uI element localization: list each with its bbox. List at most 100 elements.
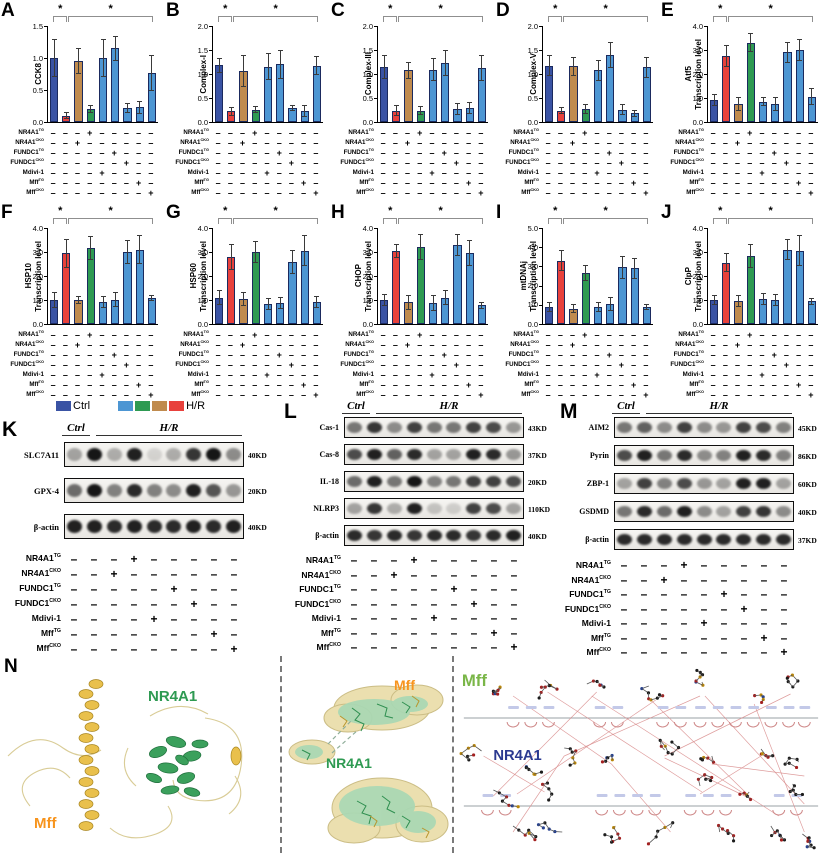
- minus-mark: –: [313, 147, 319, 158]
- condition-row: FUNDC1CKO – – – – – – + – –: [165, 360, 330, 370]
- minus-mark: –: [430, 625, 438, 640]
- minus-mark: –: [136, 137, 142, 148]
- minus-mark: –: [760, 558, 768, 573]
- condition-label: MffCKO: [26, 188, 44, 197]
- error-cap-top: [289, 104, 295, 106]
- minus-mark: –: [720, 572, 728, 587]
- minus-mark: –: [264, 349, 270, 360]
- error-cap-top: [381, 55, 387, 57]
- minus-mark: –: [453, 339, 459, 350]
- condition-marks: – – – – + – – – –: [542, 167, 652, 178]
- minus-mark: –: [430, 640, 438, 655]
- y-tick-mark: [704, 26, 707, 28]
- minus-mark: –: [747, 157, 753, 168]
- error-cap-bottom: [406, 308, 412, 310]
- minus-mark: –: [405, 329, 411, 340]
- error-cap-bottom: [393, 257, 399, 259]
- minus-mark: –: [643, 349, 649, 360]
- protein-band: [205, 520, 221, 533]
- minus-mark: –: [606, 369, 612, 380]
- condition-row: MffTG – – – – – – – + –: [495, 178, 660, 188]
- error-bar: [750, 33, 752, 53]
- minus-mark: –: [759, 329, 765, 340]
- blot-lane: [65, 515, 85, 538]
- condition-label: MffTG: [359, 178, 374, 187]
- minus-mark: –: [453, 329, 459, 340]
- significance-star: *: [603, 3, 608, 15]
- minus-mark: –: [466, 359, 472, 370]
- minus-mark: –: [722, 389, 728, 400]
- bar: [147, 297, 157, 324]
- condition-label: MffTG: [524, 380, 539, 389]
- molecular-weight-label: 40KD: [248, 522, 267, 532]
- y-tick-label: 2.0: [197, 21, 208, 31]
- condition-marks: – – – – – – – + –: [377, 178, 487, 188]
- minus-mark: –: [747, 379, 753, 390]
- significance-bracket: *: [398, 3, 483, 22]
- minus-mark: –: [405, 389, 411, 400]
- condition-row: FUNDC1TG – – – – – + – – –: [660, 350, 825, 360]
- protein-band: [126, 520, 142, 533]
- blot-lane: [753, 502, 773, 521]
- minus-mark: –: [392, 369, 398, 380]
- interaction-line: [512, 755, 565, 833]
- minus-mark: –: [759, 359, 765, 370]
- error-bar: [481, 54, 483, 81]
- y-tick-mark: [374, 74, 377, 76]
- condition-label: FUNDC1TG: [508, 350, 539, 359]
- residue-glyph: [646, 821, 675, 846]
- panel-L: L Ctrl H/R Cas-1 43KD Cas-8 37KD IL-18 20KD NLRP3…: [282, 398, 558, 656]
- minus-mark: –: [643, 127, 649, 138]
- error-cap-bottom: [583, 112, 589, 114]
- minus-mark: –: [370, 553, 378, 568]
- minus-mark: –: [240, 389, 246, 400]
- condition-label: Mdivi-1: [187, 168, 209, 176]
- minus-mark: –: [631, 369, 637, 380]
- condition-marks: – – – – – – – – +: [212, 389, 322, 400]
- minus-mark: –: [606, 137, 612, 148]
- minus-mark: –: [370, 640, 378, 655]
- minus-mark: –: [680, 587, 688, 602]
- error-cap-top: [88, 105, 94, 107]
- minus-mark: –: [313, 349, 319, 360]
- minus-mark: –: [62, 339, 68, 350]
- molecular-weight-label: 43KD: [528, 423, 547, 433]
- protein-band: [446, 476, 462, 487]
- y-tick-label: 1.0: [527, 69, 538, 79]
- residue-tag: [702, 794, 714, 797]
- condition-row: MffTG – – – – – – – + –: [558, 631, 825, 646]
- condition-matrix: NR4A1TG – – – + – – – – – NR4A1CKO – – + – – – – – – FUNDC1T…: [660, 128, 825, 198]
- minus-mark: –: [150, 581, 158, 596]
- condition-row: MffTG – – – – – – – + –: [0, 178, 165, 188]
- hydrophobic-arc: [610, 721, 624, 728]
- error-cap-top: [302, 105, 308, 107]
- error-bar: [218, 58, 220, 73]
- minus-mark: –: [62, 177, 68, 188]
- blot-box: [64, 478, 244, 503]
- minus-mark: –: [252, 187, 258, 198]
- blot-row-label: Pyrin: [589, 450, 609, 460]
- condition-label: NR4A1TG: [348, 128, 374, 137]
- plus-mark: +: [230, 641, 238, 656]
- minus-mark: –: [557, 167, 563, 178]
- hydrophobic-arc: [542, 721, 555, 728]
- minus-mark: –: [136, 329, 142, 340]
- minus-mark: –: [740, 630, 748, 645]
- error-cap-top: [241, 291, 247, 293]
- error-bar: [811, 88, 813, 106]
- significance-bracket: *: [713, 3, 728, 22]
- blot-lane: [483, 499, 503, 518]
- minus-mark: –: [631, 389, 637, 400]
- y-tick-label: 3.0: [692, 247, 703, 257]
- interaction-line: [483, 755, 545, 793]
- y-tick-mark: [704, 98, 707, 100]
- condition-label: FUNDC1TG: [299, 584, 341, 594]
- condition-row: MffCKO – – – – – – – – +: [165, 390, 330, 400]
- error-cap-top: [797, 39, 803, 41]
- hydrophobic-arc: [524, 721, 538, 728]
- condition-marks: – – – – – + – – –: [212, 147, 322, 158]
- condition-row: FUNDC1CKO – – – – – – + – –: [660, 360, 825, 370]
- error-cap-top: [228, 106, 234, 108]
- residue-glyph: [783, 756, 799, 770]
- nr4a1-label: NR4A1: [148, 688, 197, 705]
